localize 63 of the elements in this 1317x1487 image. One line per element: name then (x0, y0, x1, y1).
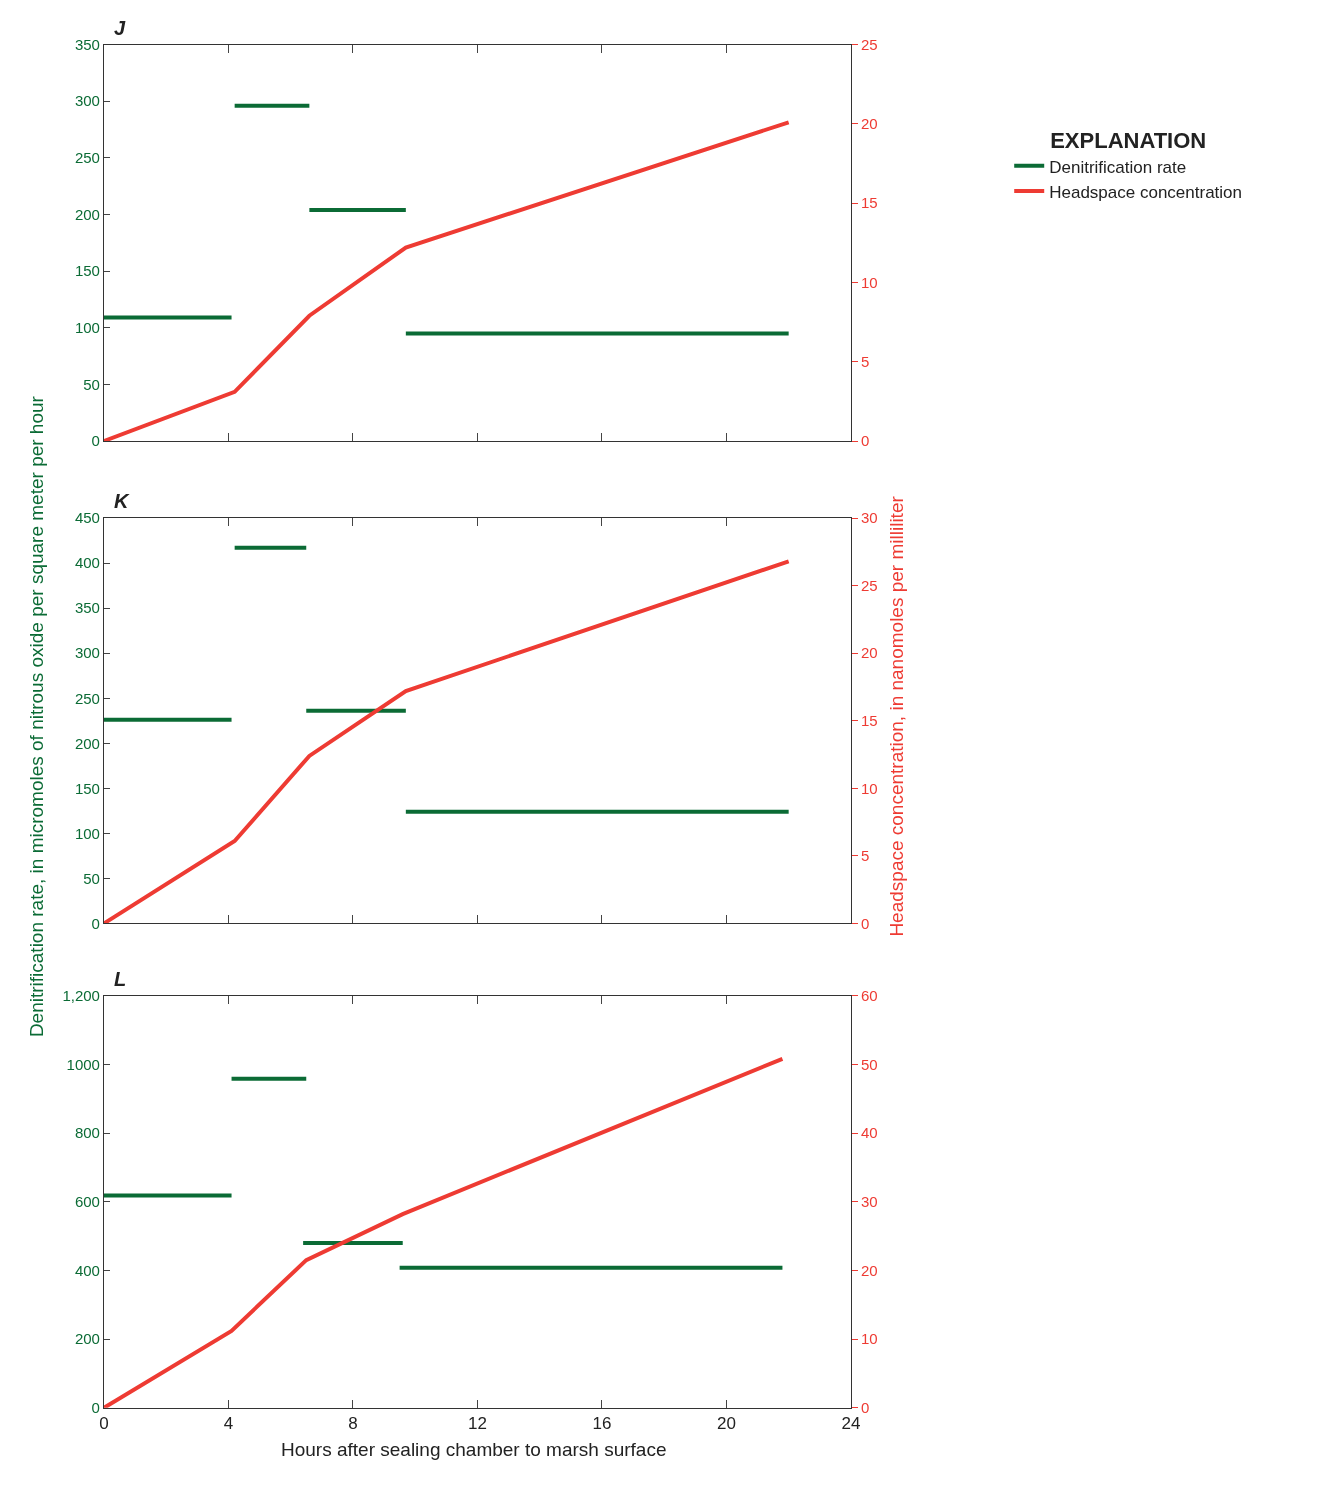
y-tick-label: 300 (74, 92, 100, 110)
x-axis-title: Hours after sealing chamber to marsh surface (281, 1439, 667, 1460)
y2-tick-label: 0 (860, 432, 870, 450)
chart-title: L (114, 968, 127, 990)
x-tick-label: 12 (467, 1414, 487, 1434)
y2-tick-label: 60 (860, 986, 878, 1004)
y-tick-label: 250 (74, 689, 100, 707)
y2-tick-label: 25 (860, 35, 878, 53)
x-tick-label: 24 (841, 1414, 861, 1434)
y2-tick-label: 25 (860, 576, 878, 594)
y-axis-title: Denitrification rate, in micromoles of nitrous oxide per square meter per hour (26, 395, 48, 1038)
y-tick-label: 1,200 (62, 986, 100, 1004)
legend-title: EXPLANATION (1050, 128, 1207, 154)
y-tick-label: 100 (74, 318, 100, 336)
x-tick-label: 20 (716, 1414, 736, 1434)
y2-tick-label: 10 (860, 273, 878, 291)
y-tick-label: 0 (91, 1399, 100, 1417)
y2-tick-label: 20 (860, 644, 878, 662)
y2-tick-label: 40 (860, 1124, 878, 1142)
y-tick-label: 150 (74, 779, 100, 797)
x-tick-label: 8 (348, 1414, 358, 1434)
y2-tick-label: 20 (860, 1261, 878, 1279)
y-tick-label: 0 (91, 432, 100, 450)
x-tick-label: 16 (592, 1414, 612, 1434)
y-tick-label: 250 (74, 149, 100, 167)
y-tick-label: 50 (83, 375, 100, 393)
line-series (103, 120, 791, 441)
y-tick-label: 350 (74, 599, 100, 617)
y-tick-label: 200 (74, 205, 100, 223)
y2-tick-label: 50 (860, 1055, 878, 1073)
y2-tick-label: 20 (860, 115, 878, 133)
y2-tick-label: 30 (860, 509, 878, 527)
y2-tick-label: 30 (860, 1192, 878, 1210)
chart-title: J (114, 17, 126, 39)
y2-tick-label: 5 (860, 847, 870, 865)
y-tick-label: 400 (74, 1261, 100, 1279)
y2-tick-label: 15 (860, 712, 878, 730)
y-tick-label: 150 (74, 262, 100, 280)
y-tick-label: 300 (74, 644, 100, 662)
y-tick-label: 0 (91, 914, 100, 932)
line-series (103, 559, 791, 924)
y-tick-label: 450 (74, 509, 100, 527)
y-tick-label: 200 (74, 734, 100, 752)
y-tick-label: 100 (74, 824, 100, 842)
y2-axis-title: Headspace concentration, in nanomoles per milliliter (885, 495, 907, 937)
y-tick-label: 50 (83, 869, 100, 887)
y-tick-label: 350 (74, 35, 100, 53)
y2-tick-label: 10 (860, 1330, 878, 1348)
y-tick-label: 800 (74, 1124, 100, 1142)
y-tick-label: 200 (74, 1330, 100, 1348)
y2-tick-label: 0 (860, 914, 870, 932)
chart-title: K (114, 490, 130, 512)
x-tick-label: 4 (223, 1414, 234, 1434)
y2-tick-label: 15 (860, 194, 878, 212)
y2-tick-label: 0 (860, 1399, 870, 1417)
y-tick-label: 1000 (66, 1055, 100, 1073)
y2-tick-label: 5 (860, 352, 870, 370)
y-tick-label: 600 (74, 1192, 100, 1210)
legend-label: Headspace concentration (1049, 182, 1243, 202)
y2-tick-label: 10 (860, 779, 878, 797)
y-tick-label: 400 (74, 554, 100, 572)
line-series (103, 1056, 785, 1408)
legend-label: Denitrification rate (1049, 157, 1187, 177)
